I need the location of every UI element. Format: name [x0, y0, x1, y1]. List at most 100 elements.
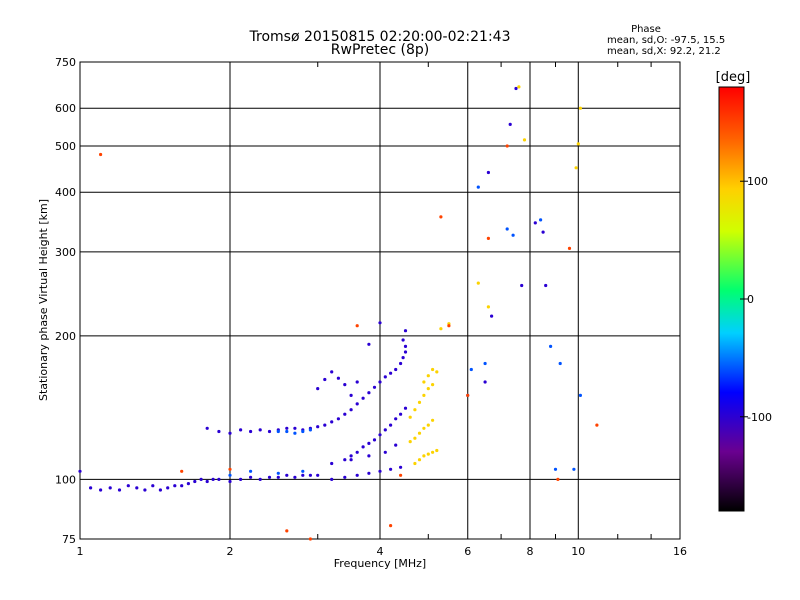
data-point-x	[576, 142, 580, 146]
data-point-o	[403, 406, 408, 410]
data-point-x	[476, 281, 480, 285]
data-point-o	[258, 477, 262, 481]
data-point-x	[431, 450, 435, 454]
data-point-x	[431, 418, 435, 422]
data-point-x	[422, 426, 426, 430]
data-point-other	[249, 469, 253, 473]
data-point-o	[378, 433, 382, 437]
data-point-x	[578, 106, 583, 110]
data-point-other	[308, 428, 312, 432]
x-tick-label: 8	[527, 545, 534, 558]
data-point-other	[276, 471, 280, 475]
data-point-o	[199, 477, 203, 481]
data-point-o	[117, 488, 122, 492]
data-point-other	[539, 218, 543, 222]
data-point-o	[151, 484, 155, 488]
data-point-o	[173, 484, 177, 488]
x-tick-label: 10	[571, 545, 585, 558]
data-point-x	[422, 393, 426, 397]
data-point-o	[349, 458, 353, 462]
data-point-o	[126, 484, 130, 488]
data-point-o	[249, 429, 253, 434]
y-tick-label: 500	[55, 140, 76, 153]
data-point-x	[413, 436, 417, 440]
data-point-o	[158, 488, 162, 492]
data-point-o	[285, 426, 289, 430]
data-point-o	[193, 479, 197, 484]
data-point-o	[78, 469, 82, 473]
data-point-x	[435, 370, 439, 374]
data-point-x	[426, 452, 430, 456]
data-point-o	[533, 221, 537, 225]
x-axis-label: Frequency [MHz]	[334, 557, 426, 570]
colorbar-ticks: 100 0 -100	[740, 175, 772, 424]
data-point-o	[541, 230, 545, 234]
data-point-o	[508, 122, 512, 126]
data-point-o	[249, 475, 253, 479]
data-point-x	[422, 380, 426, 384]
data-point-x	[413, 408, 417, 412]
data-point-o	[336, 417, 340, 421]
data-point-o	[330, 420, 334, 424]
data-point-o	[330, 461, 334, 466]
data-point-other	[469, 367, 473, 372]
phase-stats-title: Phase	[631, 24, 661, 35]
data-point-other	[553, 467, 558, 471]
data-point-o	[343, 458, 347, 462]
data-point-o	[520, 283, 524, 288]
data-point-x	[486, 305, 490, 309]
data-point-o	[343, 412, 347, 416]
data-point-outliers	[505, 144, 509, 148]
data-point-o	[401, 338, 405, 342]
data-point-x	[408, 440, 412, 444]
data-point-o	[239, 477, 243, 481]
data-point-o	[349, 454, 353, 458]
data-point-other	[483, 361, 487, 366]
data-point-o	[336, 376, 340, 380]
data-point-other	[228, 473, 232, 477]
data-point-other	[285, 429, 289, 434]
y-tick-label: 300	[55, 246, 76, 259]
data-point-outliers	[595, 423, 599, 427]
data-point-o	[211, 477, 215, 481]
colorbar-tick-label: -100	[747, 411, 772, 424]
data-point-o	[293, 475, 297, 479]
data-point-o	[403, 329, 408, 333]
data-point-o	[285, 473, 289, 477]
data-point-o	[394, 367, 398, 372]
data-point-o	[108, 486, 112, 490]
x-tick-label: 2	[227, 545, 234, 558]
data-point-outliers	[389, 524, 393, 528]
data-point-o	[316, 473, 320, 477]
data-point-o	[361, 396, 365, 400]
data-point-o	[217, 477, 221, 481]
data-point-o	[399, 412, 403, 416]
data-point-o	[544, 283, 548, 288]
y-tick-label: 600	[55, 102, 76, 115]
data-point-o	[330, 477, 334, 481]
data-point-o	[316, 387, 320, 391]
data-point-o	[361, 445, 365, 449]
y-tick-label: 750	[55, 56, 76, 69]
y-tick-label: 100	[55, 473, 76, 486]
data-point-outliers	[180, 469, 184, 473]
data-point-o	[490, 314, 494, 318]
data-point-o	[401, 356, 405, 360]
data-point-o	[372, 438, 377, 442]
data-point-o	[343, 475, 347, 479]
data-point-other	[476, 185, 480, 189]
data-point-outliers	[228, 467, 232, 471]
phase-stats-x: mean, sd,X: 92.2, 21.2	[607, 46, 721, 57]
data-point-other	[505, 227, 509, 231]
data-point-o	[355, 473, 359, 477]
data-point-o	[180, 484, 184, 488]
data-point-x	[574, 166, 578, 170]
data-point-o	[239, 428, 243, 432]
data-point-o	[389, 423, 393, 427]
data-point-o	[367, 342, 371, 346]
colorbar-label: [deg]	[716, 70, 751, 85]
data-point-x	[431, 383, 435, 387]
data-point-o	[383, 428, 387, 432]
data-point-o	[228, 431, 232, 435]
